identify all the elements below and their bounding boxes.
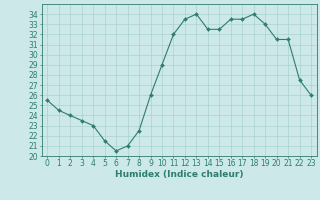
X-axis label: Humidex (Indice chaleur): Humidex (Indice chaleur) — [115, 170, 244, 179]
